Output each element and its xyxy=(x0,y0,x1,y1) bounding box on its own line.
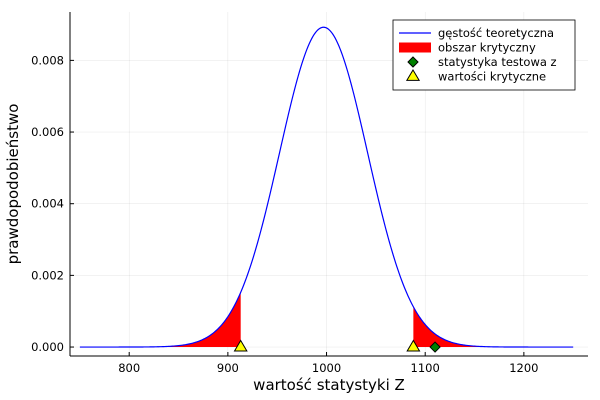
x-axis-label: wartość statystyki Z xyxy=(253,376,405,394)
tick-labels: 800 900 1000 1100 1200 0.000 0.002 0.004 0.006 0.… xyxy=(31,53,538,375)
density-lines xyxy=(79,26,574,348)
critical-value-point xyxy=(406,339,421,352)
legend-label: statystyka testowa z xyxy=(438,55,557,69)
critical-region-right xyxy=(413,306,574,348)
y-tick-label: 0.000 xyxy=(31,340,64,354)
test-statistic-point xyxy=(429,341,441,353)
markers xyxy=(233,339,441,353)
critical-region-areas xyxy=(79,292,574,348)
y-tick-label: 0.008 xyxy=(31,53,64,67)
y-tick-label: 0.002 xyxy=(31,268,64,282)
x-tick-label: 1100 xyxy=(411,361,440,375)
critical-value-point xyxy=(233,339,248,352)
x-tick-label: 800 xyxy=(118,361,140,375)
legend-swatch-triangle xyxy=(405,69,421,81)
x-tick-label: 1200 xyxy=(509,361,538,375)
axes xyxy=(69,12,588,357)
legend-box xyxy=(392,19,576,91)
legend-label: wartości krytyczne xyxy=(438,70,546,84)
y-tick-label: 0.004 xyxy=(31,197,64,211)
legend-label: gęstość teoretyczna xyxy=(438,26,554,40)
density-curve xyxy=(79,26,574,348)
y-axis-label: prawdopodobieństwo xyxy=(4,104,22,265)
legend-swatch-diamond xyxy=(407,56,419,68)
y-tick-label: 0.006 xyxy=(31,125,64,139)
legend-label: obszar krytyczny xyxy=(438,41,536,55)
critical-region-left xyxy=(79,292,241,348)
legend-swatch-area xyxy=(399,42,431,53)
x-tick-label: 900 xyxy=(217,361,239,375)
x-tick-label: 1000 xyxy=(312,361,341,375)
